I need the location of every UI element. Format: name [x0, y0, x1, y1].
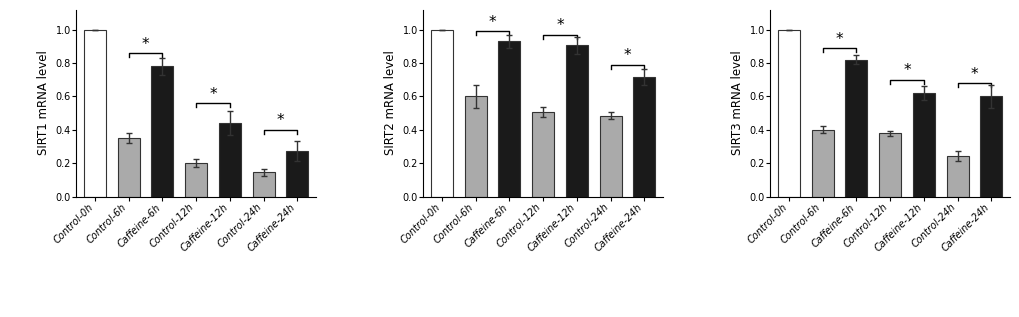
Bar — [431, 29, 452, 197]
Y-axis label: SIRT2 mRNA level: SIRT2 mRNA level — [383, 51, 396, 155]
Text: *: * — [555, 18, 564, 33]
Bar — [185, 163, 207, 197]
Bar — [946, 156, 968, 197]
Bar — [912, 93, 933, 197]
Bar — [811, 130, 833, 197]
Bar — [566, 45, 587, 197]
Bar — [498, 41, 520, 197]
Bar — [117, 138, 140, 197]
Y-axis label: SIRT3 mRNA level: SIRT3 mRNA level — [731, 51, 743, 155]
Text: *: * — [970, 67, 977, 82]
Bar — [878, 133, 900, 197]
Text: *: * — [488, 15, 496, 30]
Text: *: * — [276, 113, 284, 128]
Text: *: * — [902, 63, 910, 78]
Bar — [253, 172, 274, 197]
Bar — [777, 29, 799, 197]
Bar — [286, 151, 308, 197]
Bar — [633, 77, 654, 197]
Bar — [599, 116, 621, 197]
Bar — [219, 123, 240, 197]
Text: *: * — [623, 48, 631, 63]
Bar — [152, 66, 173, 197]
Bar — [84, 29, 106, 197]
Bar — [532, 112, 553, 197]
Bar — [465, 96, 486, 197]
Bar — [845, 60, 866, 197]
Text: *: * — [209, 87, 217, 102]
Text: *: * — [835, 32, 843, 47]
Y-axis label: SIRT1 mRNA level: SIRT1 mRNA level — [37, 51, 50, 155]
Text: *: * — [142, 36, 149, 52]
Bar — [979, 96, 1002, 197]
